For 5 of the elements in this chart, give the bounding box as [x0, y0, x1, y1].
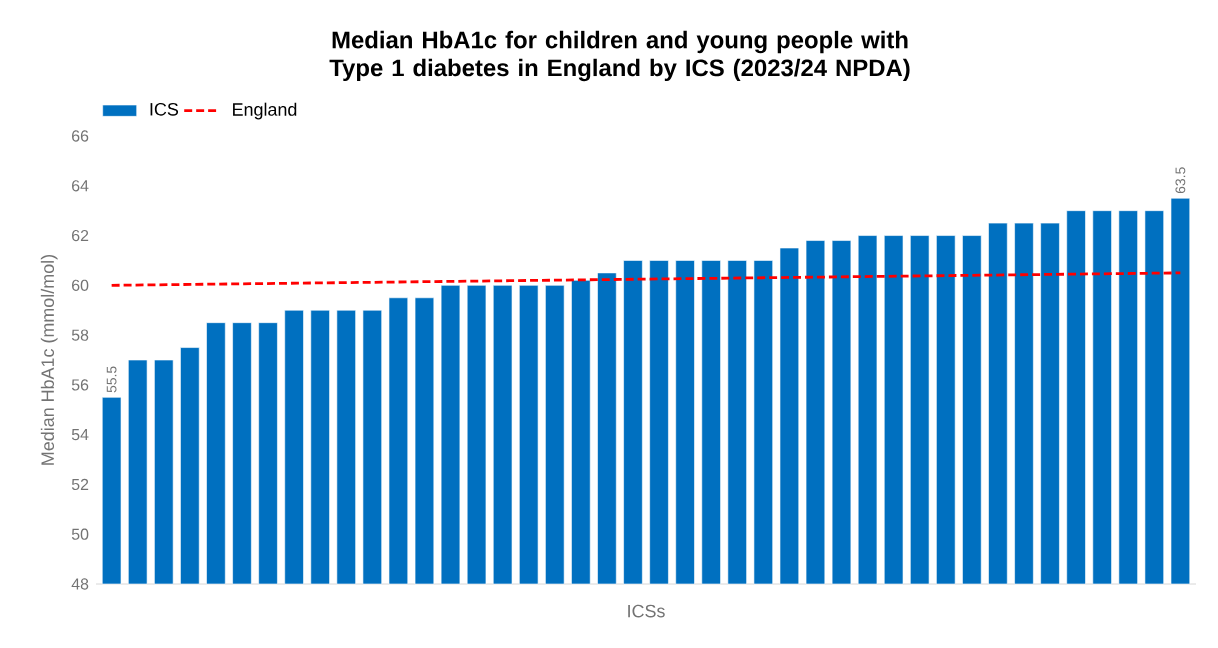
x-axis-title: ICSs	[628, 604, 665, 618]
legend-label: England	[233, 102, 297, 120]
legend-label: ICS	[150, 102, 179, 116]
y-axis-title: Median HbA1c (mmol/mol)	[40, 255, 58, 465]
chart-title: Median HbA1c for children and young people with Type 1 diabetes in England by ICS (2023/24 NPDA)	[329, 30, 910, 82]
